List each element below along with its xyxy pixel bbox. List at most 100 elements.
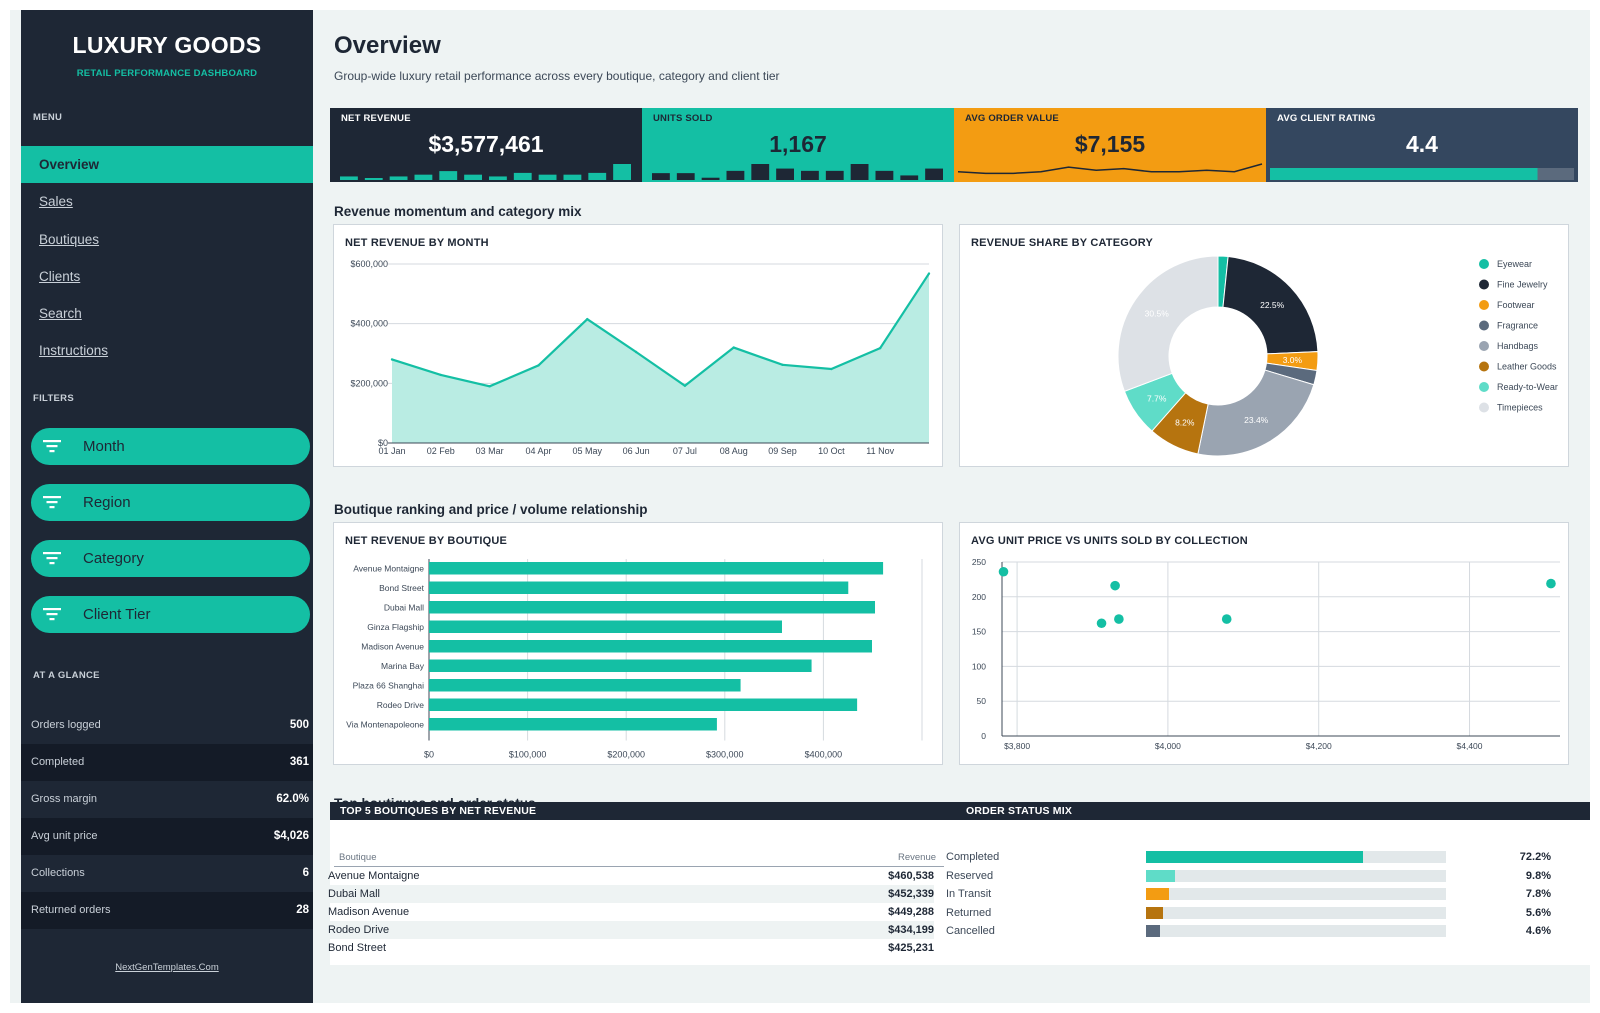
kpi-value: $7,155	[1074, 131, 1146, 157]
kpi-spark-bar	[776, 168, 794, 180]
filter-region-label: Region	[83, 494, 131, 511]
order-status-bar-track	[1146, 851, 1446, 863]
glance-label: Orders logged	[31, 719, 101, 731]
chart-card-net-revenue-by-boutique: NET REVENUE BY BOUTIQUE Avenue Montaigne…	[333, 522, 943, 765]
slice-label: 23.4%	[1244, 415, 1269, 425]
kpi-progress	[1270, 168, 1574, 180]
nav-search[interactable]: Search	[39, 306, 82, 321]
legend-swatch	[1479, 402, 1489, 413]
legend-label: Eyewear	[1497, 259, 1532, 269]
x-tick-label: $200,000	[607, 750, 645, 760]
filter-month-button[interactable]: Month	[31, 428, 310, 465]
footer-link[interactable]: NextGenTemplates.Com	[115, 962, 219, 973]
order-status-percent: 9.8%	[1525, 869, 1551, 882]
series-line	[391, 272, 930, 388]
legend-swatch	[1479, 259, 1489, 269]
boutique-name: Dubai Mall	[328, 888, 380, 900]
kpi-label: AVG ORDER VALUE	[965, 113, 1059, 124]
legend-label: Fragrance	[1497, 321, 1538, 331]
data-point	[390, 358, 394, 361]
category-label: Avenue Montaigne	[353, 564, 424, 574]
glance-label: Completed	[31, 756, 85, 768]
boutique-revenue: $452,339	[888, 888, 934, 900]
filter-region-button[interactable]: Region	[31, 484, 310, 521]
glance-label: Returned orders	[31, 904, 111, 916]
order-status-header: ORDER STATUS MIX	[956, 802, 1590, 820]
filter-month-label: Month	[83, 438, 125, 455]
nav-clients[interactable]: Clients	[39, 269, 81, 284]
x-tick-label: 08 Aug	[720, 446, 748, 456]
glance-row: Gross margin 62.0%	[21, 781, 313, 818]
glance-value: 500	[289, 719, 309, 731]
category-label: Ginza Flagship	[367, 622, 424, 632]
boutique-revenue: $425,231	[888, 942, 934, 954]
y-tick-label: 50	[977, 696, 987, 706]
x-tick-label: 05 May	[573, 446, 603, 456]
scatter-point	[1110, 580, 1120, 591]
top-boutiques-header: TOP 5 BOUTIQUES BY NET REVENUE	[330, 802, 956, 820]
category-label: Marina Bay	[381, 661, 425, 671]
x-tick-label: 01 Jan	[378, 446, 405, 456]
kpi-card-avg-order-value: AVG ORDER VALUE $7,155	[954, 108, 1266, 182]
x-tick-label: 10 Oct	[818, 446, 845, 456]
order-status-row: Returned 5.6%	[946, 904, 1551, 922]
order-status-percent: 72.2%	[1519, 851, 1551, 863]
kpi-spark-bar	[513, 172, 532, 180]
nav-boutiques[interactable]: Boutiques	[39, 232, 100, 247]
filters-label: FILTERS	[33, 393, 74, 404]
nav-overview[interactable]: Overview	[21, 146, 313, 183]
bar	[429, 562, 884, 575]
data-point	[537, 364, 540, 367]
order-status-bar-fill	[1146, 925, 1160, 937]
y-tick-label: 200	[972, 592, 986, 602]
kpi-spark-bar	[900, 175, 919, 180]
order-status-bar-fill	[1146, 906, 1163, 919]
kpi-spark-bar	[489, 176, 507, 180]
filter-category-label: Category	[83, 550, 144, 567]
glance-value: 28	[296, 904, 309, 916]
order-status-row: Reserved 9.8%	[946, 867, 1551, 885]
filter-category-button[interactable]: Category	[31, 540, 310, 577]
order-status-bar-fill	[1146, 888, 1170, 900]
bar	[429, 640, 872, 653]
data-point	[781, 363, 784, 367]
bar	[429, 581, 849, 594]
glance-row: Avg unit price $4,026	[21, 818, 313, 855]
order-status-label: Completed	[946, 851, 1000, 863]
filter-icon	[43, 608, 61, 621]
kpi-spark-bar	[563, 174, 582, 180]
kpi-sparkline	[652, 164, 943, 180]
brand-subtitle: RETAIL PERFORMANCE DASHBOARD	[76, 68, 258, 79]
chart-card-net-revenue-by-month: NET REVENUE BY MONTH $0 $200,000 $400,000 $…	[333, 224, 943, 467]
kpi-card-net-revenue: NET REVENUE $3,577,461	[330, 108, 642, 182]
slice-label: 30.5%	[1145, 309, 1170, 319]
boutique-revenue: $449,288	[888, 906, 934, 918]
kpi-spark-bar	[701, 177, 720, 180]
legend-label: Timepieces	[1497, 403, 1543, 413]
column-header-boutique: Boutique	[339, 852, 377, 863]
glance-value: 6	[302, 867, 309, 879]
order-status-bar-fill	[1146, 851, 1363, 863]
filter-icon	[43, 496, 61, 509]
legend-label: Handbags	[1497, 341, 1539, 351]
kpi-spark-bar	[850, 164, 869, 180]
x-tick-label: $3,800	[1004, 741, 1030, 751]
kpi-value: 1,167	[769, 131, 827, 157]
bar	[429, 679, 741, 692]
nav-instructions[interactable]: Instructions	[39, 343, 109, 358]
kpi-spark-bar	[676, 173, 695, 180]
scatter-point	[1221, 614, 1232, 624]
donut-slice	[1222, 255, 1319, 355]
x-tick-label: 03 Mar	[476, 446, 504, 456]
kpi-spark-bar	[925, 168, 943, 180]
x-tick-label: 04 Apr	[525, 446, 551, 456]
order-status-bar-fill	[1146, 869, 1176, 882]
order-status-label: Cancelled	[946, 925, 995, 937]
bar-chart: Avenue Montaigne Bond Street Dubai Mall Gin…	[346, 559, 923, 760]
filter-client-tier-button[interactable]: Client Tier	[31, 596, 310, 633]
x-tick-label: 07 Jul	[673, 446, 697, 456]
table-row: Rodeo Drive $434,199	[324, 921, 934, 939]
kpi-label: UNITS SOLD	[653, 113, 713, 124]
category-label: Madison Avenue	[361, 642, 424, 652]
nav-sales[interactable]: Sales	[39, 194, 73, 209]
